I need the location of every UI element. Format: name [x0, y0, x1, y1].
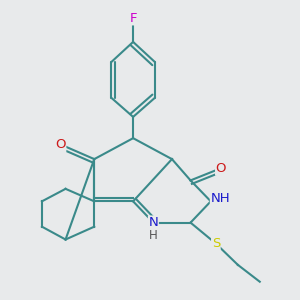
- Text: H: H: [149, 229, 158, 242]
- Text: F: F: [129, 12, 137, 25]
- Text: S: S: [212, 237, 220, 250]
- Text: N: N: [148, 216, 158, 229]
- Text: O: O: [55, 138, 66, 152]
- Text: NH: NH: [210, 192, 230, 205]
- Text: O: O: [216, 162, 226, 175]
